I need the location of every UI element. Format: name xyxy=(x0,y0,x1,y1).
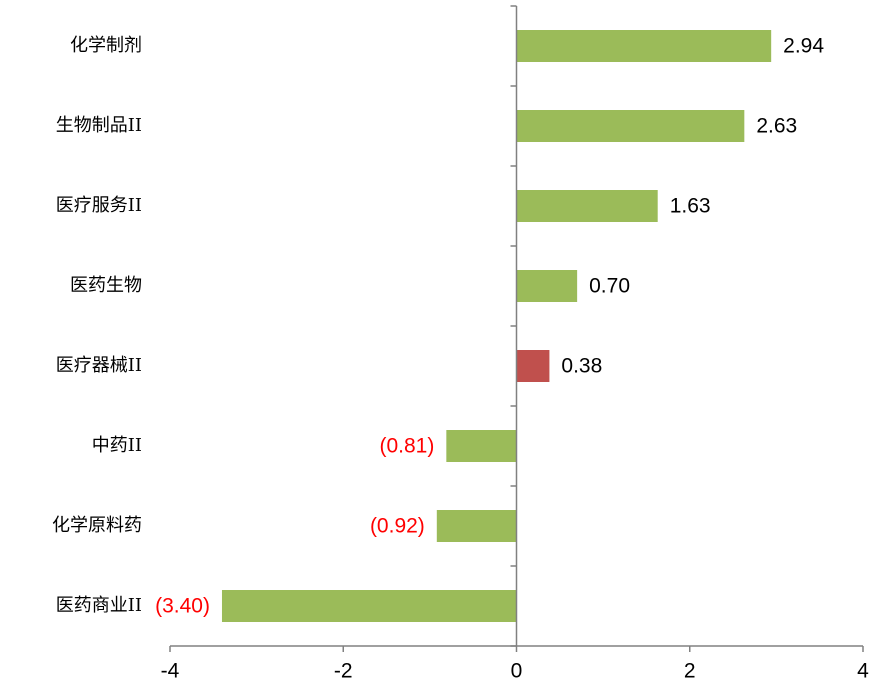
value-label: 0.38 xyxy=(561,355,602,378)
value-label: (0.81) xyxy=(379,435,434,458)
value-label: (0.92) xyxy=(370,515,425,538)
bar xyxy=(436,510,517,542)
category-label: 医疗器械II xyxy=(56,355,142,376)
category-label: 中药II xyxy=(92,435,142,456)
x-tick-label: -2 xyxy=(334,660,353,683)
category-label: 化学制剂 xyxy=(70,35,142,56)
bar xyxy=(516,190,658,222)
value-label: 1.63 xyxy=(670,195,711,218)
bar xyxy=(221,590,517,622)
x-tick-label: 4 xyxy=(857,660,869,683)
bar xyxy=(516,30,772,62)
category-label: 医药商业II xyxy=(56,595,142,616)
category-label: 医疗服务II xyxy=(56,195,142,216)
value-label: 0.70 xyxy=(589,275,630,298)
bar xyxy=(516,350,550,382)
category-label: 化学原料药 xyxy=(52,515,142,536)
value-label: 2.63 xyxy=(756,115,797,138)
x-tick-label: 0 xyxy=(511,660,523,683)
x-tick-label: -4 xyxy=(161,660,180,683)
x-tick-label: 2 xyxy=(684,660,696,683)
value-label: 2.94 xyxy=(783,35,824,58)
category-label: 医药生物 xyxy=(70,275,142,296)
bar xyxy=(516,270,578,302)
value-label: (3.40) xyxy=(155,595,210,618)
category-label: 生物制品II xyxy=(56,115,142,136)
bar xyxy=(516,110,745,142)
bar xyxy=(446,430,517,462)
